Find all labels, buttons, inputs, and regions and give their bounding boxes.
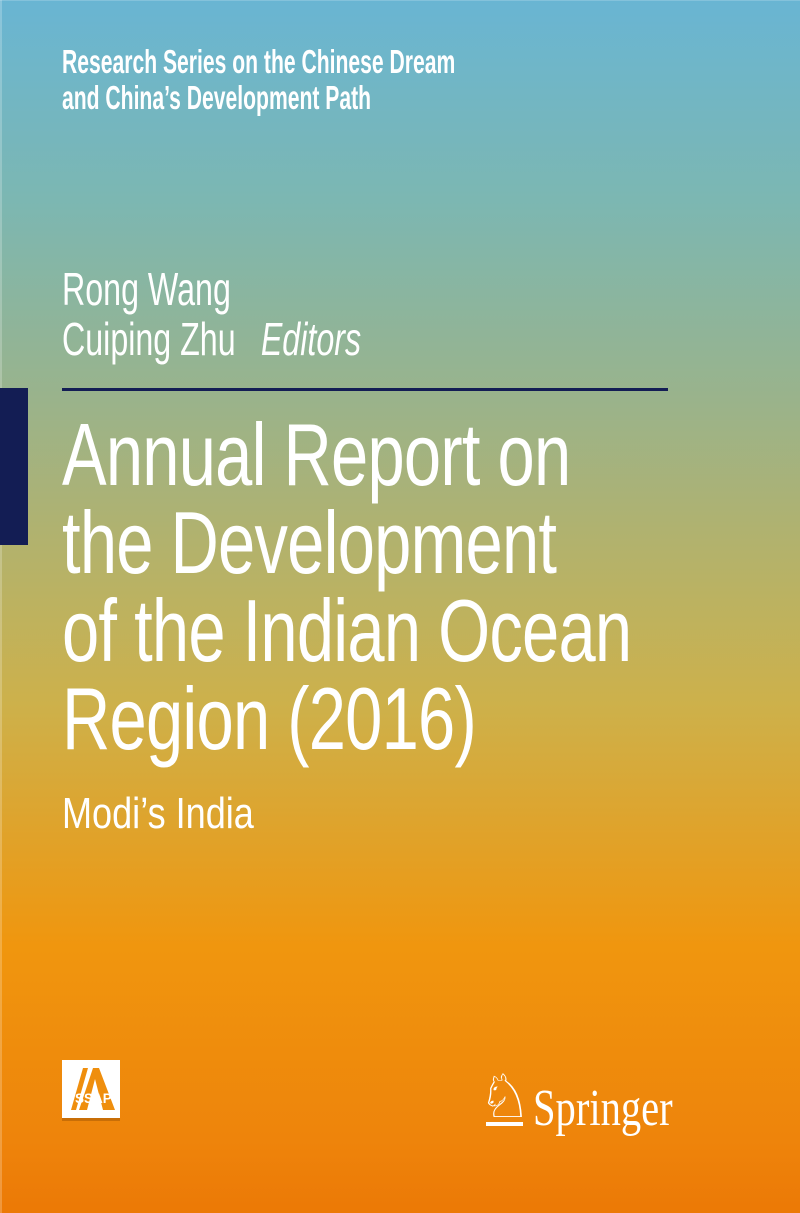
ssap-logo-left-stroke [71, 1068, 88, 1110]
book-title-line2: the Development [62, 493, 557, 592]
book-title-line1: Annual Report on [62, 405, 571, 504]
spine-accent-tab [0, 388, 28, 545]
series-title: Research Series on the Chinese Dream and… [62, 44, 455, 116]
springer-knight-baseline-bar [486, 1122, 523, 1126]
title-divider-rule [62, 388, 668, 391]
springer-logotype: Springer [533, 1080, 673, 1137]
editor-name-2: Cuiping Zhu [62, 313, 236, 365]
ssap-logo-a-shape [79, 1068, 115, 1110]
editor-name-1: Rong Wang [62, 263, 231, 315]
book-title-line3: of the Indian Ocean [62, 581, 632, 680]
ssap-logo-text: SSAP [75, 1091, 112, 1106]
series-title-line2: and China’s Development Path [62, 79, 372, 116]
series-title-line1: Research Series on the Chinese Dream [62, 43, 456, 80]
book-title-line4: Region (2016) [62, 669, 477, 768]
book-title: Annual Report on the Development of the … [62, 405, 632, 768]
ssap-publisher-logo: SSAP [62, 1060, 120, 1118]
springer-knight-icon: ♘ [478, 1062, 532, 1132]
ssap-logo-shadow [62, 1118, 120, 1121]
editor-line-2: Cuiping Zhu Editors [62, 314, 361, 364]
book-subtitle: Modi’s India [62, 789, 254, 838]
editors-role-label: Editors [260, 313, 362, 365]
editors-block: Rong Wang Cuiping Zhu Editors [62, 264, 361, 364]
